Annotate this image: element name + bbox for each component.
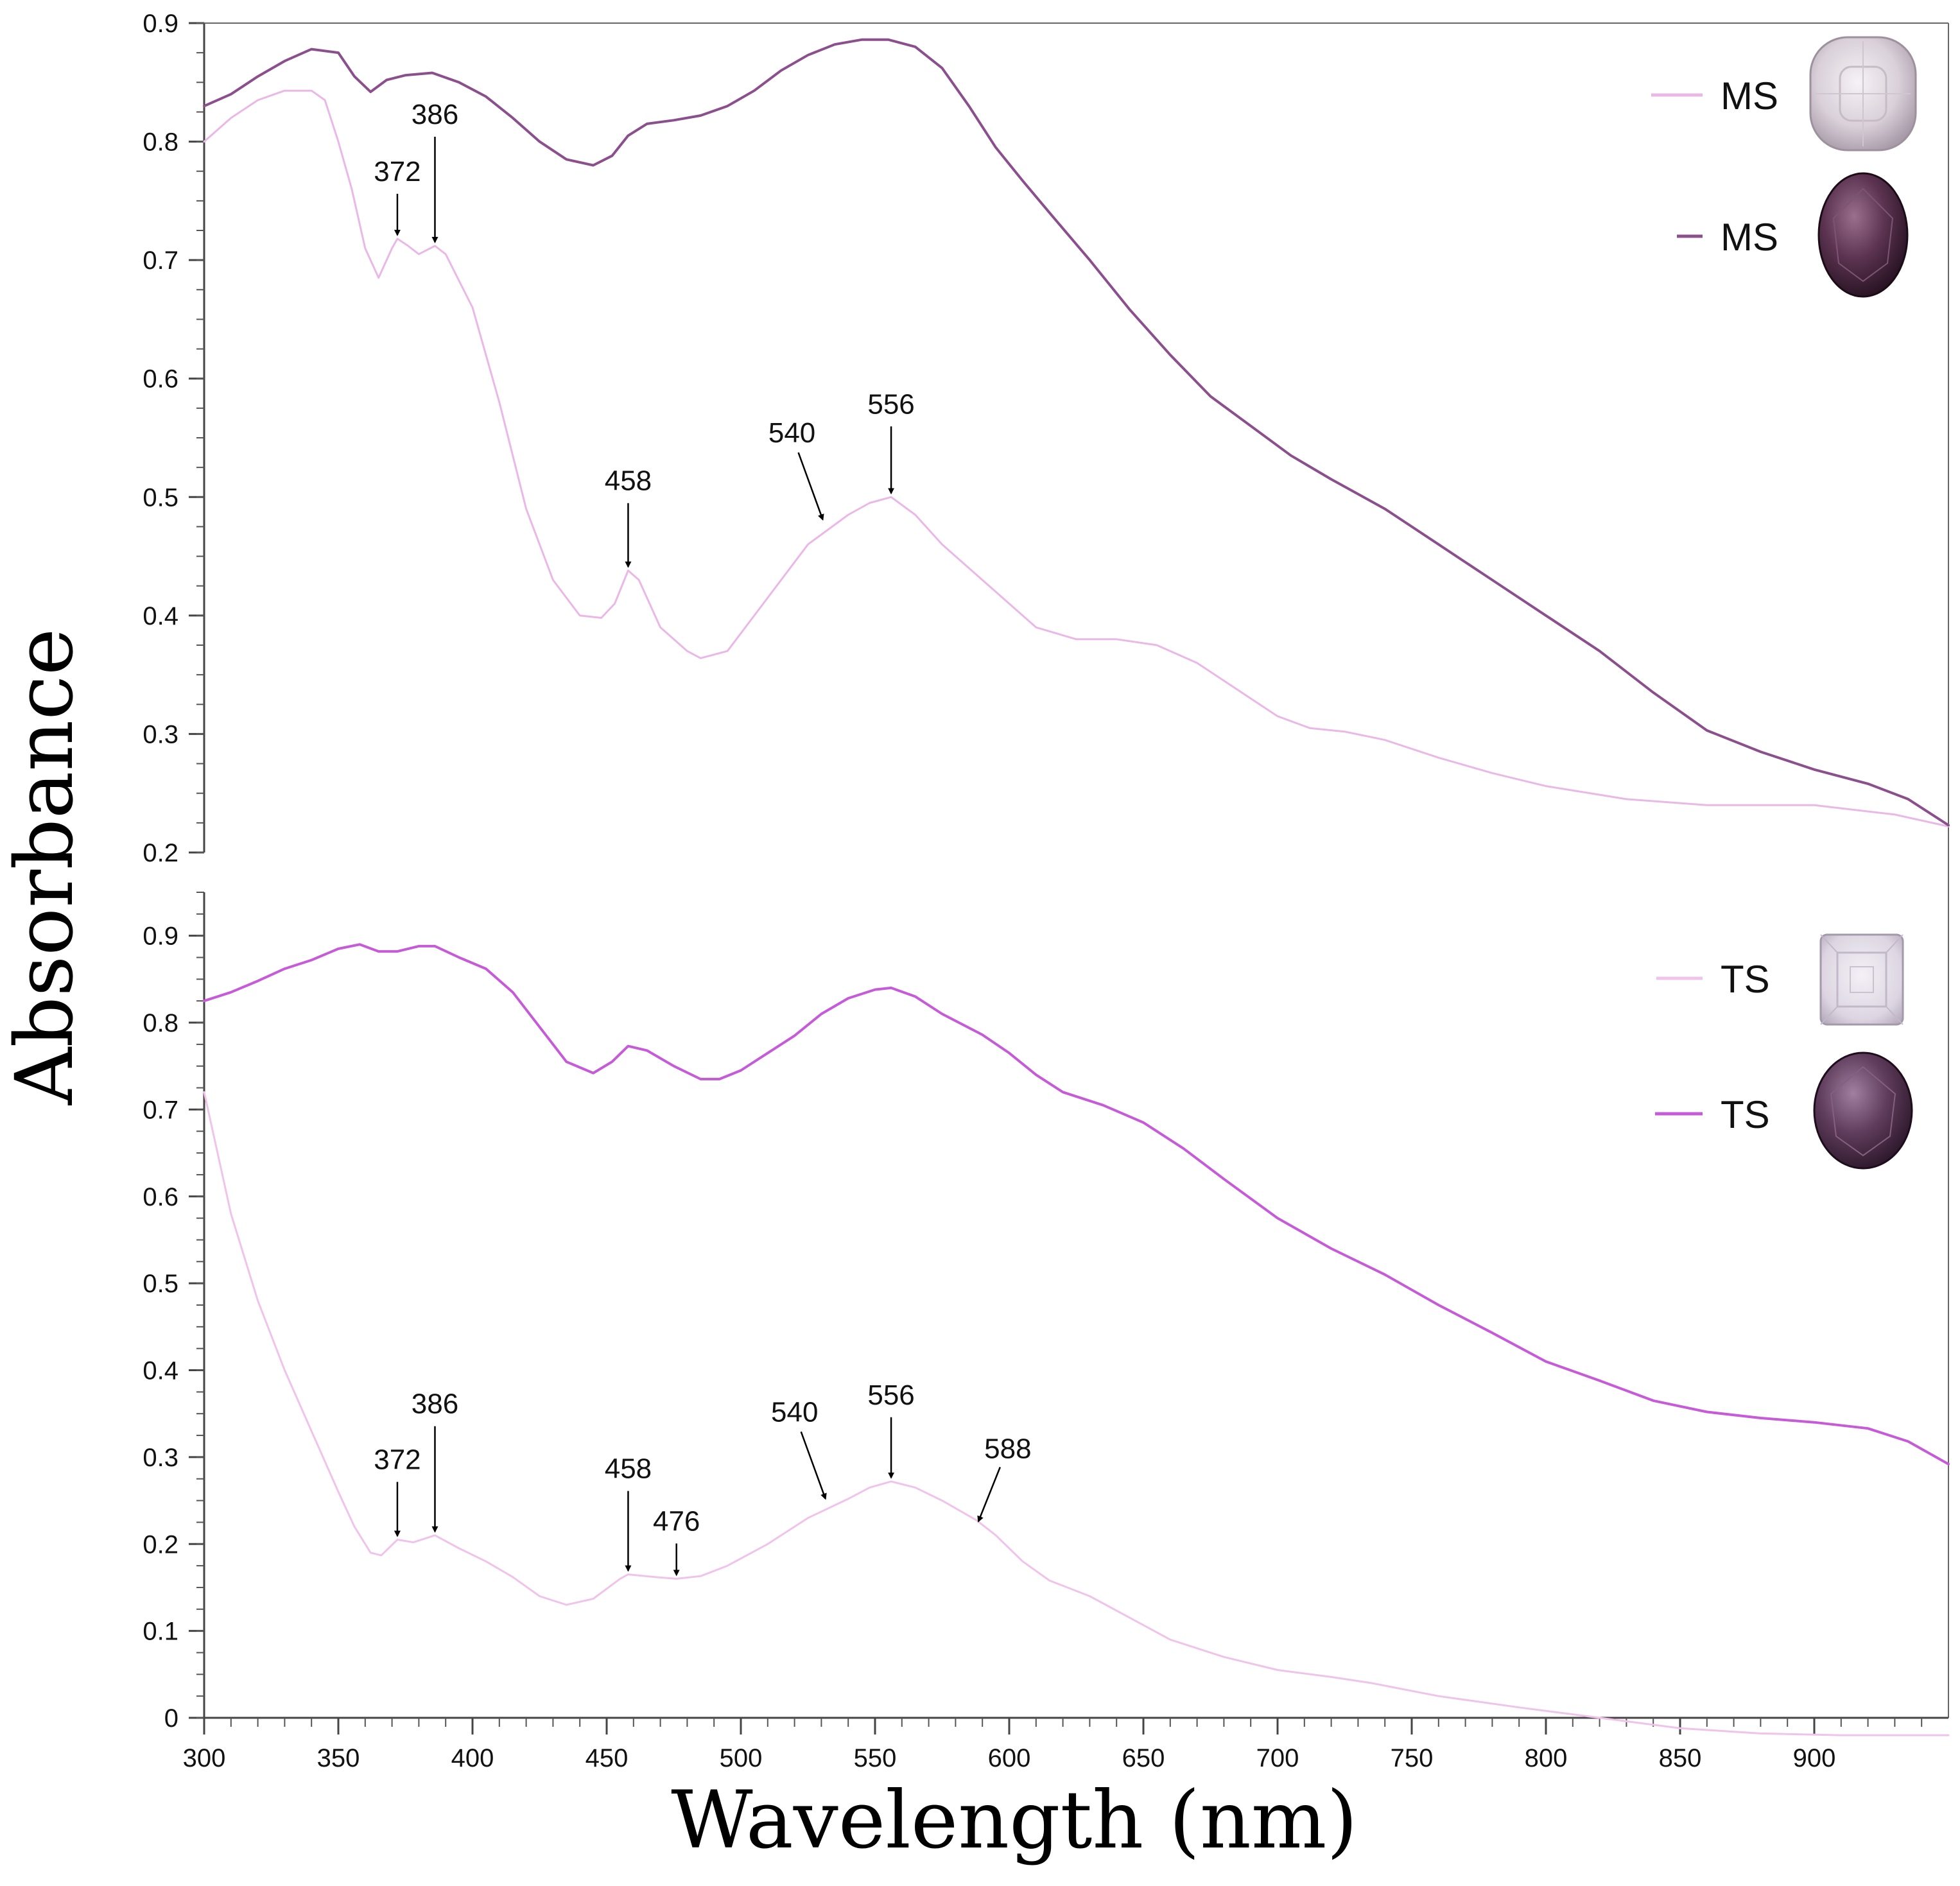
annotation-label: 476 (653, 1505, 700, 1537)
x-tick-label: 450 (585, 1744, 629, 1772)
y-tick-label: 0.3 (143, 1444, 178, 1472)
y-tick-label: 0.9 (143, 922, 178, 951)
legend-top: MS MS (1651, 36, 1917, 298)
x-tick-label: 300 (183, 1744, 226, 1772)
y-tick-label: 0.5 (143, 483, 178, 512)
x-axis-title: Wavelength (nm) (671, 1774, 1358, 1867)
y-tick-label: 0 (164, 1704, 178, 1733)
y-tick-label: 0.8 (143, 128, 178, 157)
series-line-bottom-1 (203, 943, 1950, 1466)
series-line-top-0 (203, 89, 1950, 827)
x-tick-label: 600 (988, 1744, 1031, 1772)
legend-label-ts-light: TS (1721, 958, 1770, 1001)
y-tick-label: 0.7 (143, 1096, 178, 1124)
x-tick-label: 550 (854, 1744, 897, 1772)
x-tick-label: 800 (1525, 1744, 1568, 1772)
dark-oval-gem-icon (1817, 172, 1909, 298)
series-line-top-1 (203, 38, 1950, 827)
x-tick-label: 400 (451, 1744, 494, 1772)
annotation-label: 458 (605, 465, 652, 497)
annotation-arrow (797, 452, 824, 521)
y-tick-label: 0.5 (143, 1270, 178, 1298)
x-tick-label: 900 (1793, 1744, 1836, 1772)
annotation-label: 556 (867, 1380, 914, 1411)
y-tick-label: 0.8 (143, 1009, 178, 1037)
annotation-arrow (977, 1467, 1002, 1523)
annotation-label: 372 (374, 156, 421, 187)
light-square-gem-icon (1819, 933, 1904, 1026)
x-tick-label: 750 (1391, 1744, 1434, 1772)
y-tick-label: 0.4 (143, 1357, 178, 1385)
annotation-label: 556 (867, 388, 914, 420)
x-tick-label: 350 (317, 1744, 360, 1772)
legend-label-ms-light: MS (1721, 74, 1778, 117)
annotation-label: 540 (771, 1396, 818, 1428)
annotation-label: 386 (412, 99, 458, 130)
y-tick-label: 0.2 (143, 1530, 178, 1559)
annotation-label: 372 (374, 1444, 421, 1475)
annotation-label: 588 (984, 1433, 1031, 1464)
x-tick-label: 700 (1256, 1744, 1299, 1772)
series-line-bottom-0 (203, 1091, 1950, 1736)
light-cushion-gem-icon (1809, 36, 1917, 151)
y-tick-label: 0.7 (143, 247, 178, 275)
annotation-arrow (800, 1431, 827, 1500)
annotation-label: 458 (605, 1453, 652, 1485)
x-tick-label: 850 (1659, 1744, 1702, 1772)
y-tick-label: 0.1 (143, 1618, 178, 1646)
y-tick-label: 0.6 (143, 365, 178, 394)
y-tick-label: 0.2 (143, 839, 178, 867)
y-tick-label: 0.6 (143, 1183, 178, 1211)
x-tick-label: 500 (720, 1744, 763, 1772)
annotation-label: 540 (768, 417, 815, 449)
y-tick-label: 0.9 (143, 10, 178, 38)
dark-oval-gem-icon (1813, 1051, 1913, 1170)
y-tick-label: 0.4 (143, 602, 178, 630)
y-axis-title: Absorbance (0, 628, 91, 1106)
legend-bottom: TS TS (1655, 933, 1913, 1170)
legend-label-ts-dark: TS (1721, 1093, 1770, 1136)
y-tick-label: 0.3 (143, 720, 178, 748)
annotation-label: 386 (412, 1389, 458, 1420)
legend-label-ms-dark: MS (1721, 216, 1778, 259)
x-tick-label: 650 (1122, 1744, 1165, 1772)
